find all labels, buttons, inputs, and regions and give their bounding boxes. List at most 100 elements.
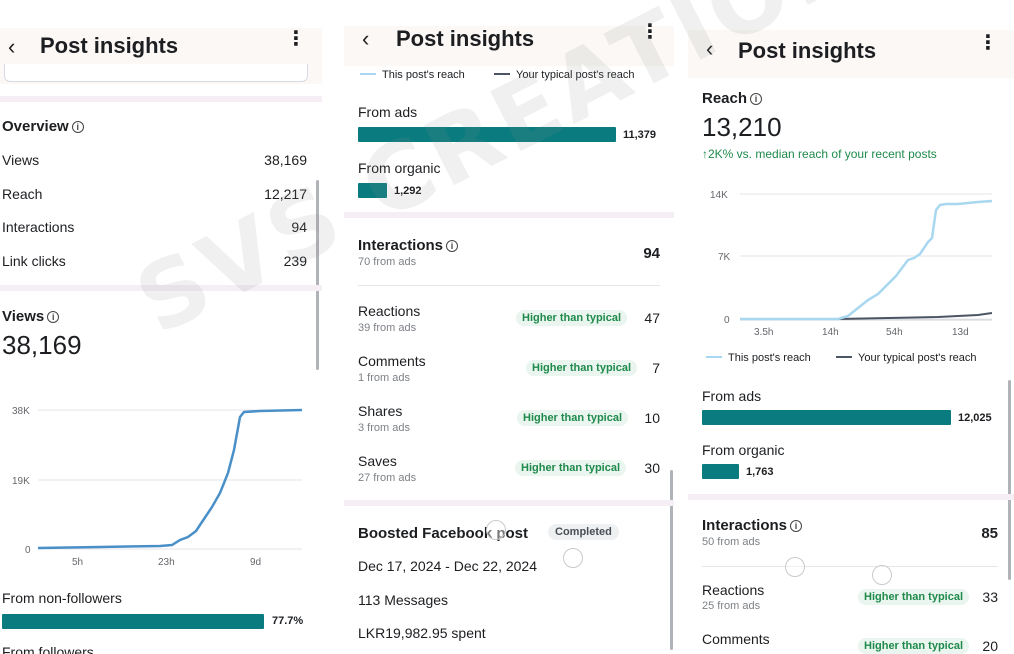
overview-row-label: Reach xyxy=(2,186,43,202)
more-options-icon[interactable]: ⋮ xyxy=(978,32,998,54)
legend-swatch xyxy=(494,73,510,75)
row-divider xyxy=(702,566,998,567)
legend-swatch xyxy=(836,356,852,358)
from-ads-label: From ads xyxy=(702,388,762,404)
completed-badge: Completed xyxy=(548,524,619,540)
back-arrow-icon[interactable]: ‹ xyxy=(8,34,16,59)
reach-compare: ↑2K% vs. median reach of your recent pos… xyxy=(702,147,937,161)
from-ads-label: From ads xyxy=(358,104,418,120)
boosted-post-title: Boosted Facebook post xyxy=(358,525,529,542)
metric-value: 20 xyxy=(982,638,998,654)
touch-indicator xyxy=(785,557,805,577)
back-arrow-icon[interactable]: ‹ xyxy=(362,26,370,51)
non-followers-label: From non-followers xyxy=(2,590,122,606)
x-tick-label: 5h xyxy=(72,557,83,568)
views-series-line xyxy=(37,408,303,550)
y-tick-label: 7K xyxy=(718,252,731,263)
more-options-icon[interactable]: ⋮ xyxy=(286,28,306,50)
info-icon[interactable]: i xyxy=(71,121,84,133)
legend-this-post: This post's reach xyxy=(360,69,465,81)
metric-value: 33 xyxy=(982,589,998,605)
boost-spent: LKR19,982.95 spent xyxy=(358,625,486,641)
back-arrow-icon[interactable]: ‹ xyxy=(706,36,714,61)
from-organic-bar xyxy=(702,464,739,479)
touch-indicator xyxy=(563,548,583,568)
status-badge: Higher than typical xyxy=(515,460,627,476)
insights-panel-reach: ‹ Post insights ⋮ Reach i 13,210 ↑2K% vs.… xyxy=(688,0,1014,654)
metric-sub: 1 from ads xyxy=(358,372,410,384)
from-ads-value: 11,379 xyxy=(623,129,657,141)
interactions-sub: 50 from ads xyxy=(702,536,761,548)
status-badge: Higher than typical xyxy=(858,638,970,654)
x-tick-label: 54h xyxy=(886,327,903,338)
metric-value: 47 xyxy=(644,310,660,326)
legend-typical: Your typical post's reach xyxy=(836,352,976,364)
from-organic-bar xyxy=(358,183,387,198)
metric-value: 7 xyxy=(652,360,660,376)
from-organic-label: From organic xyxy=(358,160,441,176)
from-ads-bar xyxy=(358,127,616,142)
section-divider xyxy=(0,285,322,291)
metric-label: Comments xyxy=(358,353,426,369)
info-icon[interactable]: i xyxy=(750,93,763,105)
y-tick-label: 0 xyxy=(25,545,31,556)
info-icon[interactable]: i xyxy=(446,240,459,252)
x-tick-label: 3.5h xyxy=(754,327,773,338)
overview-title: Overview i xyxy=(2,118,84,135)
scrollbar[interactable] xyxy=(670,470,673,650)
y-tick-label: 38K xyxy=(12,406,30,417)
overview-row-value: 38,169 xyxy=(264,152,307,168)
header-bar: ‹ Post insights ⋮ xyxy=(688,30,1014,78)
info-icon[interactable]: i xyxy=(790,520,803,532)
page-title: Post insights xyxy=(40,33,179,58)
from-organic-value: 1,763 xyxy=(746,466,774,478)
from-organic-label: From organic xyxy=(702,442,785,458)
overview-row-value: 12,217 xyxy=(264,186,307,202)
legend-swatch xyxy=(360,73,376,75)
metric-label: Reactions xyxy=(702,582,765,598)
row-divider xyxy=(358,285,660,286)
interactions-total: 94 xyxy=(643,245,660,262)
metric-sub: 3 from ads xyxy=(358,422,410,434)
more-options-icon[interactable]: ⋮ xyxy=(640,21,660,43)
overview-row-label: Interactions xyxy=(2,219,75,235)
views-title: Views i xyxy=(2,308,60,325)
insights-panel-interactions: ‹ Post insights ⋮ This post's reach Your… xyxy=(344,0,674,654)
x-tick-label: 9d xyxy=(250,557,261,568)
scrollbar[interactable] xyxy=(316,180,319,370)
followers-label: From followers xyxy=(2,644,94,654)
legend-swatch xyxy=(706,356,722,358)
legend-this-post: This post's reach xyxy=(706,352,811,364)
x-tick-label: 13d xyxy=(952,327,969,338)
section-divider xyxy=(0,96,322,102)
metric-sub: 25 from ads xyxy=(702,600,761,612)
from-ads-value: 12,025 xyxy=(958,412,992,424)
header-bar: ‹ Post insights ⋮ xyxy=(344,21,674,66)
legend-typical: Your typical post's reach xyxy=(494,69,634,81)
insights-panel-views: ‹ Post insights ⋮ Overview i Views 38,169… xyxy=(0,0,322,654)
from-ads-bar xyxy=(702,410,951,425)
info-icon[interactable]: i xyxy=(47,311,60,323)
metric-label: Comments xyxy=(702,631,770,647)
y-tick-label: 0 xyxy=(724,315,730,326)
section-divider xyxy=(344,500,674,506)
overview-row-label: Link clicks xyxy=(2,253,66,269)
scrollbar[interactable] xyxy=(1008,380,1011,580)
y-tick-label: 14K xyxy=(710,190,728,201)
y-tick-label: 19K xyxy=(12,476,30,487)
metric-label: Reactions xyxy=(358,303,421,319)
metric-sub: 27 from ads xyxy=(358,472,417,484)
x-tick-label: 14h xyxy=(822,327,839,338)
touch-indicator xyxy=(872,565,892,585)
overview-row-value: 94 xyxy=(291,219,307,235)
x-tick-label: 23h xyxy=(158,557,175,568)
section-divider xyxy=(344,212,674,218)
interactions-title: Interactions i xyxy=(358,237,459,254)
page-title: Post insights xyxy=(396,26,535,51)
boost-dates: Dec 17, 2024 - Dec 22, 2024 xyxy=(358,558,538,574)
views-total: 38,169 xyxy=(2,330,82,360)
status-badge: Higher than typical xyxy=(526,360,638,376)
from-organic-value: 1,292 xyxy=(394,185,422,197)
non-followers-bar xyxy=(2,614,264,629)
touch-indicator xyxy=(486,520,506,540)
